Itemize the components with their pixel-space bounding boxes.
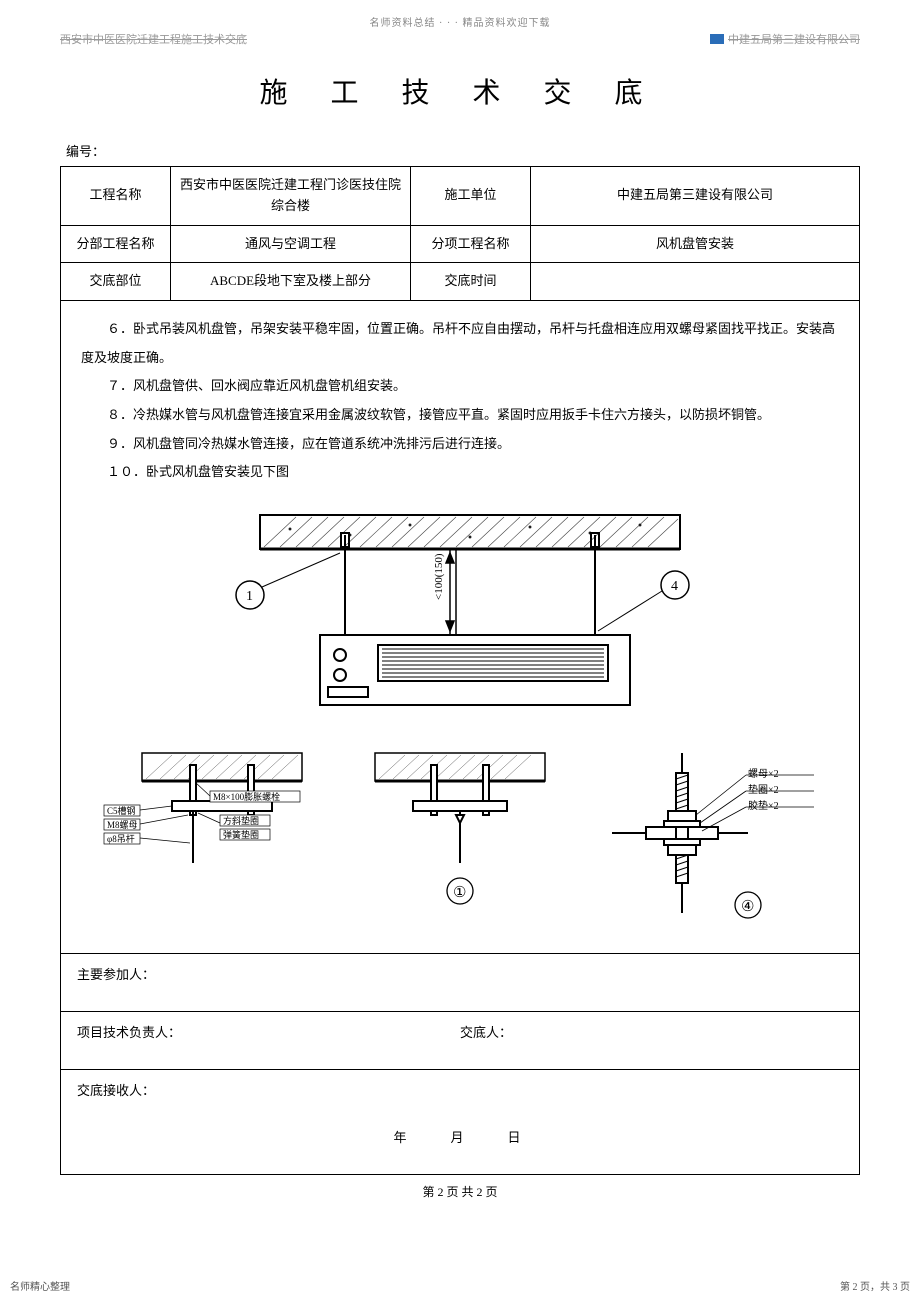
cell-value: 通风与空调工程 xyxy=(171,225,411,263)
svg-text:C5槽钢: C5槽钢 xyxy=(107,805,136,816)
svg-text:1: 1 xyxy=(246,589,253,604)
top-watermark: 名师资料总结 · · · 精品资料欢迎下载 xyxy=(60,10,860,31)
cell-value: ABCDE段地下室及楼上部分 xyxy=(171,263,411,301)
cell-value: 中建五局第三建设有限公司 xyxy=(531,167,860,226)
document-title: 施 工 技 术 交 底 xyxy=(60,49,860,141)
diagram-details: C5槽钢 M8螺母 φ8吊杆 M8×100膨胀螺栓 方斜垫圈 弹簧垫圈 xyxy=(81,743,839,933)
svg-text:④: ④ xyxy=(741,899,754,915)
detail-1b-icon: ① xyxy=(365,743,555,923)
cell-label: 分项工程名称 xyxy=(411,225,531,263)
diagram-main: <100(150) 1 xyxy=(81,505,839,725)
footer: 名师精心整理 第 2 页，共 3 页 xyxy=(0,1238,920,1303)
paragraph-9: ９．风机盘管同冷热媒水管连接，应在管道系统冲洗排污后进行连接。 xyxy=(81,430,839,459)
paragraph-6: ６．卧式吊装风机盘管，吊架安装平稳牢固，位置正确。吊杆不应自由摆动，吊杆与托盘相… xyxy=(81,315,839,372)
presenter-label: 交底人： xyxy=(460,1022,843,1041)
svg-text:①: ① xyxy=(453,885,466,901)
body-content: ６．卧式吊装风机盘管，吊架安装平稳牢固，位置正确。吊杆不应自由摆动，吊杆与托盘相… xyxy=(60,301,860,954)
footer-left: 名师精心整理 xyxy=(10,1278,70,1293)
tech-lead-label: 项目技术负责人： xyxy=(77,1022,460,1041)
svg-text:方斜垫圈: 方斜垫圈 xyxy=(223,815,259,826)
header-strip: 西安市中医医院迁建工程施工技术交底 中建五局第三建设有限公司 xyxy=(60,31,860,49)
cell-label: 交底部位 xyxy=(61,263,171,301)
detail-1-icon: C5槽钢 M8螺母 φ8吊杆 M8×100膨胀螺栓 方斜垫圈 弹簧垫圈 xyxy=(102,743,312,923)
cell-label: 分部工程名称 xyxy=(61,225,171,263)
table-row: 交底部位 ABCDE段地下室及楼上部分 交底时间 xyxy=(61,263,860,301)
paragraph-7: ７．风机盘管供、回水阀应靠近风机盘管机组安装。 xyxy=(81,372,839,401)
svg-text:螺母×2: 螺母×2 xyxy=(748,768,779,780)
svg-text:弹簧垫圈: 弹簧垫圈 xyxy=(223,829,259,840)
footer-right: 第 2 页，共 3 页 xyxy=(840,1278,910,1293)
table-row: 工程名称 西安市中医医院迁建工程门诊医技住院综合楼 施工单位 中建五局第三建设有… xyxy=(61,167,860,226)
paragraph-8: ８．冷热媒水管与风机盘管连接宜采用金属波纹软管，接管应平直。紧固时应用扳手卡住六… xyxy=(81,401,839,430)
svg-text:M8螺母: M8螺母 xyxy=(107,820,138,830)
header-left: 西安市中医医院迁建工程施工技术交底 xyxy=(60,31,247,47)
svg-text:垫圈×2: 垫圈×2 xyxy=(748,783,779,796)
cell-label: 工程名称 xyxy=(61,167,171,226)
cell-value: 西安市中医医院迁建工程门诊医技住院综合楼 xyxy=(171,167,411,226)
svg-text:φ8吊杆: φ8吊杆 xyxy=(107,833,135,844)
detail-4-icon: 螺母×2 垫圈×2 胶垫×2 ④ xyxy=(608,743,818,933)
cell-label: 施工单位 xyxy=(411,167,531,226)
cell-value: 风机盘管安装 xyxy=(531,225,860,263)
numbering-label: 编号： xyxy=(60,141,860,166)
receiver-label: 交底接收人： xyxy=(77,1083,155,1098)
table-row: 分部工程名称 通风与空调工程 分项工程名称 风机盘管安装 xyxy=(61,225,860,263)
svg-text:M8×100膨胀螺栓: M8×100膨胀螺栓 xyxy=(213,791,280,802)
signers-row: 项目技术负责人： 交底人： xyxy=(60,1012,860,1070)
meta-table: 工程名称 西安市中医医院迁建工程门诊医技住院综合楼 施工单位 中建五局第三建设有… xyxy=(60,166,860,301)
participants-label: 主要参加人： xyxy=(77,967,155,982)
cell-value xyxy=(531,263,860,301)
svg-text:胶垫×2: 胶垫×2 xyxy=(748,799,779,812)
svg-text:<100(150): <100(150) xyxy=(433,553,445,600)
header-right: 中建五局第三建设有限公司 xyxy=(728,31,860,47)
svg-text:4: 4 xyxy=(671,579,678,594)
cell-label: 交底时间 xyxy=(411,263,531,301)
date-line: 年 月 日 xyxy=(77,1099,843,1146)
paragraph-10: １０．卧式风机盘管安装见下图 xyxy=(81,458,839,487)
logo-icon xyxy=(710,34,724,44)
page-number: 第 2 页 共 2 页 xyxy=(60,1175,860,1208)
participants-row: 主要参加人： xyxy=(60,954,860,1012)
receiver-row: 交底接收人： 年 月 日 xyxy=(60,1070,860,1175)
